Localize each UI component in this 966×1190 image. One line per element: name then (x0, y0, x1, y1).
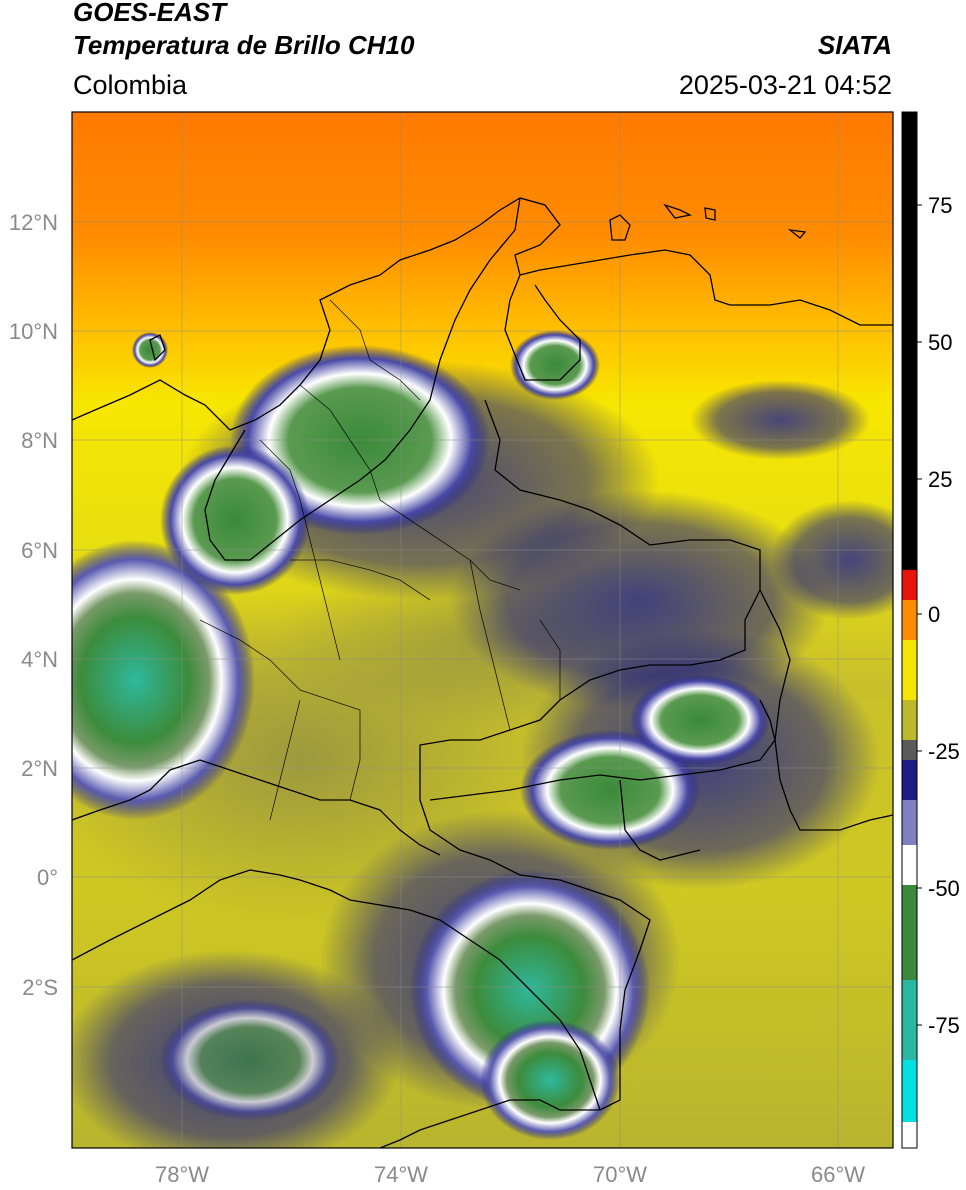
colorbar-olive-band (902, 700, 917, 740)
colorbar-tick-minus75: -75 (928, 1013, 960, 1038)
lat-label-4n: 4°N (21, 647, 58, 672)
colorbar: 75 50 25 0 -25 -50 -75 (901, 111, 960, 1149)
lat-label-12n: 12°N (9, 210, 58, 235)
lat-label-10n: 10°N (9, 319, 58, 344)
colorbar-orange-band (902, 600, 917, 640)
colorbar-lavender-band (902, 800, 917, 845)
lon-label-66w: 66°W (811, 1162, 865, 1187)
lon-label-70w: 70°W (593, 1162, 647, 1187)
colorbar-tick-25: 25 (928, 467, 952, 492)
colorbar-green-band (902, 885, 917, 980)
lat-label-0: 0° (37, 865, 58, 890)
satellite-imagery (72, 112, 893, 1148)
colorbar-tick-0: 0 (928, 602, 940, 627)
colorbar-navy-band (902, 760, 917, 800)
colorbar-tick-75: 75 (928, 193, 952, 218)
colorbar-teal-band (902, 980, 917, 1060)
department-lines (199, 299, 561, 821)
map-frame (71, 111, 894, 1149)
lat-label-2n: 2°N (21, 756, 58, 781)
colorbar-black-band (902, 112, 917, 570)
colorbar-cyan-band (902, 1060, 917, 1122)
colorbar-min-band (902, 1122, 917, 1148)
satellite-title: GOES-EAST (73, 0, 227, 27)
colorbar-tick-minus25: -25 (928, 739, 960, 764)
colorbar-white-band (902, 845, 917, 885)
lat-label-2s: 2°S (22, 975, 58, 1000)
product-title: Temperatura de Brillo CH10 (73, 30, 415, 60)
lat-label-8n: 8°N (21, 428, 58, 453)
colorbar-tick-50: 50 (928, 330, 952, 355)
agency-label: SIATA (817, 30, 892, 60)
lat-label-6n: 6°N (21, 538, 58, 563)
borders (72, 197, 893, 1148)
colorbar-red-band (902, 570, 917, 600)
colorbar-yellow-band (902, 640, 917, 700)
region-label: Colombia (73, 70, 188, 100)
colorbar-frame (901, 111, 918, 1149)
colorbar-tick-minus50: -50 (928, 876, 960, 901)
gridlines (72, 112, 893, 1148)
colorbar-gray-band (902, 740, 917, 760)
datetime-label: 2025-03-21 04:52 (678, 70, 892, 100)
lon-label-74w: 74°W (374, 1162, 428, 1187)
lon-label-78w: 78°W (155, 1162, 209, 1187)
